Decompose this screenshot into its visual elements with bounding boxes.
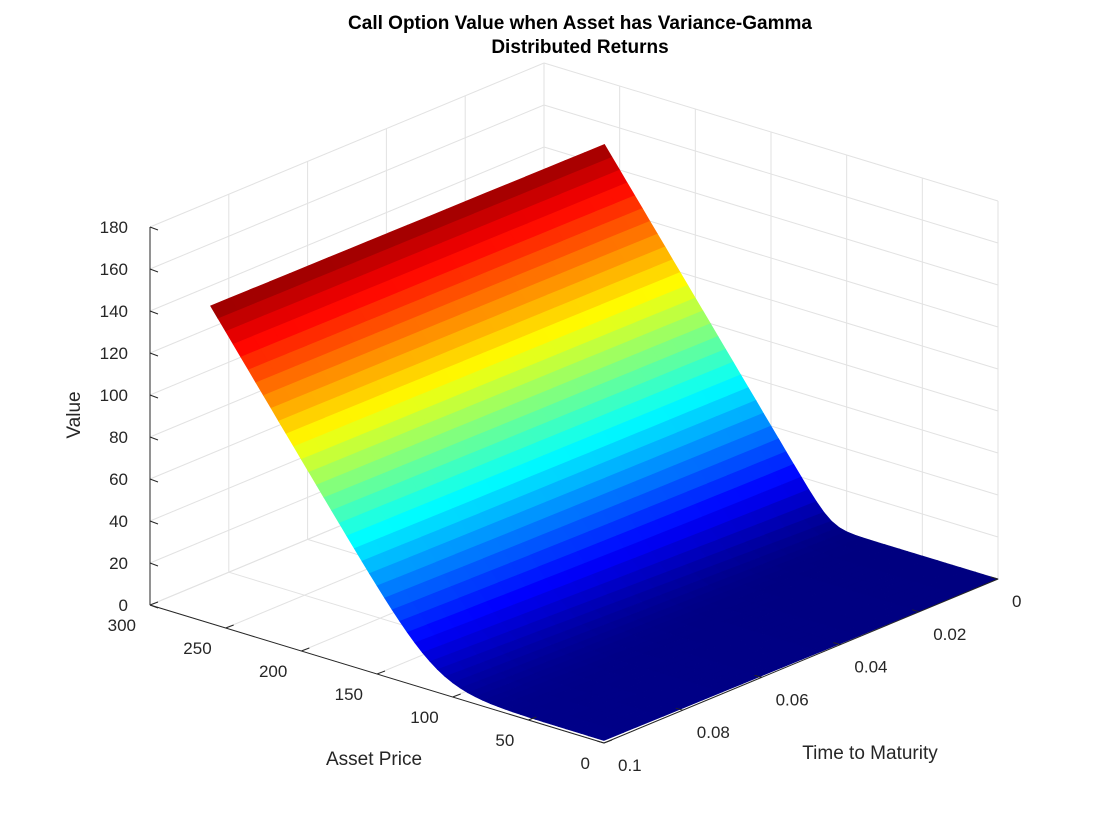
- z-tick-label: 20: [109, 554, 128, 573]
- z-tick: [149, 226, 159, 231]
- x-tick: [990, 576, 999, 580]
- ticks-layer: 00.020.040.060.080.105010015020025030002…: [100, 218, 1022, 775]
- y-tick-label: 150: [335, 685, 363, 704]
- x-tick: [833, 642, 841, 646]
- z-tick-label: 60: [109, 470, 128, 489]
- y-tick-label: 300: [108, 616, 136, 635]
- x-tick: [596, 740, 605, 744]
- z-tick: [149, 394, 159, 399]
- y-tick-label: 100: [410, 708, 438, 727]
- z-tick: [149, 562, 159, 567]
- y-tick: [603, 739, 613, 744]
- z-tick-label: 120: [100, 344, 128, 363]
- y-tick: [149, 601, 159, 606]
- x-tick: [675, 707, 683, 711]
- y-tick: [376, 670, 386, 675]
- x-tick: [912, 609, 920, 613]
- y-tick: [528, 716, 537, 721]
- side-wall-gridline: [543, 62, 999, 202]
- x-tick-label: 0.04: [854, 658, 887, 677]
- back-wall-gridline: [149, 104, 545, 270]
- z-tick: [149, 352, 159, 357]
- surface-patch: [595, 729, 625, 741]
- x-tick: [754, 674, 762, 678]
- z-tick: [149, 604, 159, 609]
- back-wall-gridline: [149, 146, 545, 312]
- z-tick: [149, 520, 159, 525]
- z-tick-label: 140: [100, 302, 128, 321]
- surface-layer: [210, 144, 999, 741]
- y-tick: [452, 693, 461, 698]
- y-tick-label: 250: [183, 639, 211, 658]
- chart-title-line-2: Distributed Returns: [491, 37, 668, 58]
- z-tick-label: 160: [100, 260, 128, 279]
- z-tick: [149, 268, 159, 273]
- z-tick-label: 80: [109, 428, 128, 447]
- back-wall-gridline: [149, 62, 545, 228]
- y-tick-label: 50: [495, 731, 514, 750]
- chart-title-line-1: Call Option Value when Asset has Varianc…: [348, 13, 812, 34]
- y-tick: [225, 624, 234, 629]
- x-axis-line: [603, 578, 999, 744]
- y-tick-label: 0: [581, 754, 590, 773]
- x-tick-label: 0.08: [697, 723, 730, 742]
- x-tick-label: 0.1: [618, 756, 642, 775]
- z-tick-label: 40: [109, 512, 128, 531]
- z-tick-label: 100: [100, 386, 128, 405]
- x-tick-label: 0.02: [933, 625, 966, 644]
- y-axis-label: Asset Price: [326, 749, 422, 770]
- x-axis-label: Time to Maturity: [802, 743, 938, 764]
- z-tick: [149, 478, 159, 483]
- z-axis-label: Value: [64, 391, 85, 438]
- y-tick-label: 200: [259, 662, 287, 681]
- x-tick-label: 0.06: [776, 690, 809, 709]
- z-tick: [149, 436, 159, 441]
- y-tick: [301, 647, 310, 652]
- z-tick: [149, 310, 159, 315]
- side-wall-gridline: [543, 104, 999, 244]
- z-tick-label: 0: [119, 596, 128, 615]
- z-tick-label: 180: [100, 218, 128, 237]
- x-tick-label: 0: [1012, 592, 1021, 611]
